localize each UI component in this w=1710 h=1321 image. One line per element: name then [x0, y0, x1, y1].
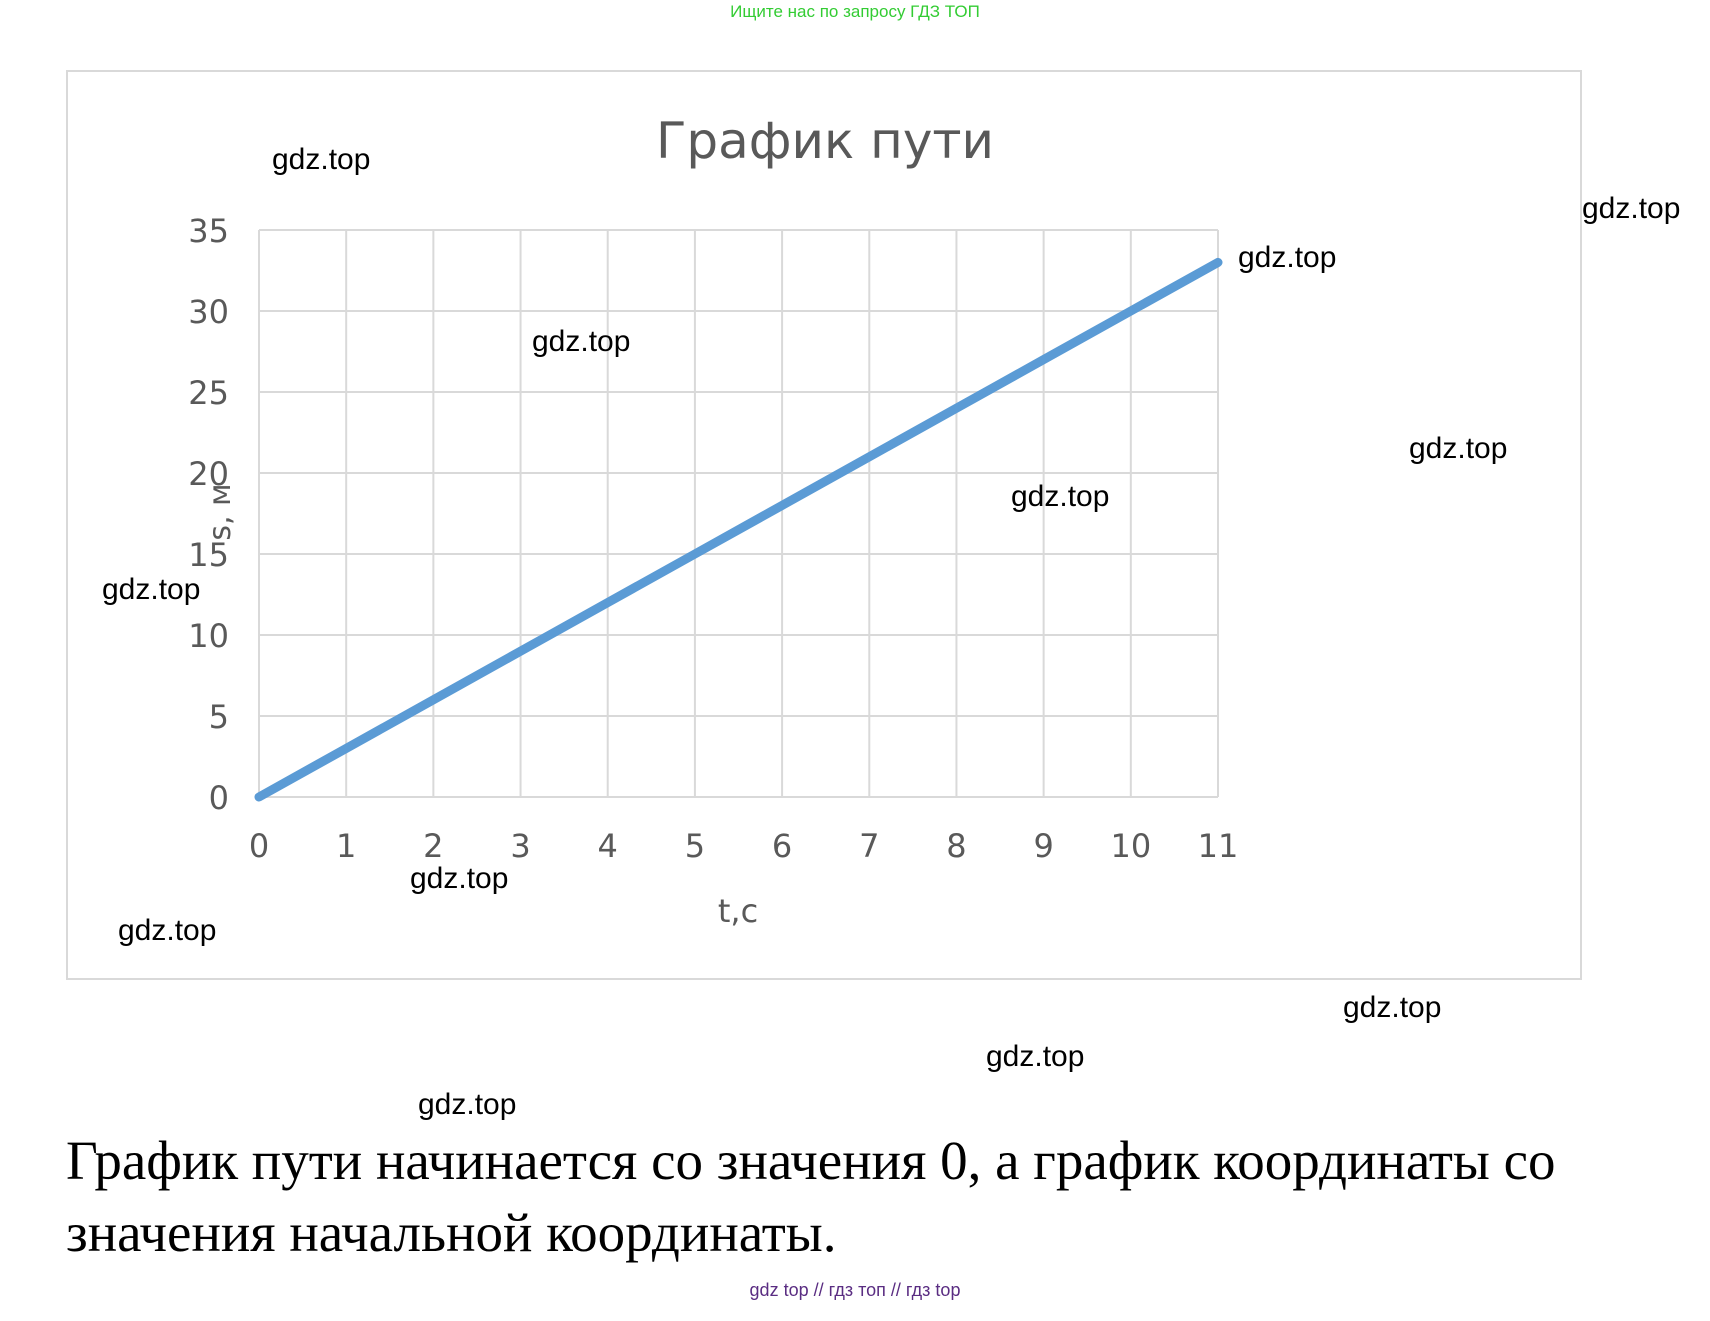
x-tick-label: 2 [423, 827, 443, 865]
x-tick-label: 8 [946, 827, 966, 865]
watermark: gdz.top [1011, 480, 1110, 513]
x-tick-label: 3 [510, 827, 530, 865]
top-banner: Ищите нас по запросу ГДЗ ТОП [730, 2, 980, 21]
watermark: gdz.top [1238, 241, 1337, 274]
x-tick-label: 4 [598, 827, 618, 865]
chart-title: График пути [656, 112, 994, 170]
y-tick-label: 15 [188, 536, 229, 574]
chart-frame: График пути 0 1 2 3 4 5 6 7 8 9 10 11 0 5 10 15 20 25 30 35… [66, 70, 1582, 980]
y-tick-label: 25 [188, 374, 229, 412]
watermark: gdz.top [986, 1040, 1085, 1073]
x-tick-label: 7 [859, 827, 879, 865]
y-tick-label: 5 [209, 698, 229, 736]
x-tick-label: 9 [1033, 827, 1053, 865]
watermark: gdz.top [102, 573, 201, 606]
watermark: gdz.top [1582, 192, 1681, 225]
x-tick-label: 1 [336, 827, 356, 865]
watermark: gdz.top [1409, 432, 1508, 465]
y-tick-label: 10 [188, 617, 229, 655]
watermark: gdz.top [118, 914, 217, 947]
watermark: gdz.top [272, 143, 371, 176]
watermark: gdz.top [418, 1088, 517, 1121]
x-tick-label: 11 [1198, 827, 1239, 865]
footer-links: gdz top // гдз топ // гдз top [749, 1280, 961, 1300]
x-tick-label: 5 [685, 827, 705, 865]
watermark: gdz.top [532, 325, 631, 358]
watermark: gdz.top [410, 862, 509, 895]
y-tick-label: 20 [188, 455, 229, 493]
y-axis-label: s, м [203, 483, 238, 540]
y-tick-label: 30 [188, 293, 229, 331]
caption-text: График пути начинается со значения 0, а … [66, 1130, 1556, 1263]
y-tick-label: 35 [188, 212, 229, 250]
x-tick-label: 10 [1110, 827, 1151, 865]
x-tick-label: 0 [249, 827, 269, 865]
path-chart: График пути 0 1 2 3 4 5 6 7 8 9 10 11 0 5 10 15 20 25 30 35… [188, 112, 1239, 930]
x-tick-label: 6 [772, 827, 792, 865]
watermark: gdz.top [1343, 991, 1442, 1024]
x-axis-label: t,c [718, 892, 758, 930]
series-line [254, 257, 1223, 802]
y-tick-label: 0 [209, 779, 229, 817]
